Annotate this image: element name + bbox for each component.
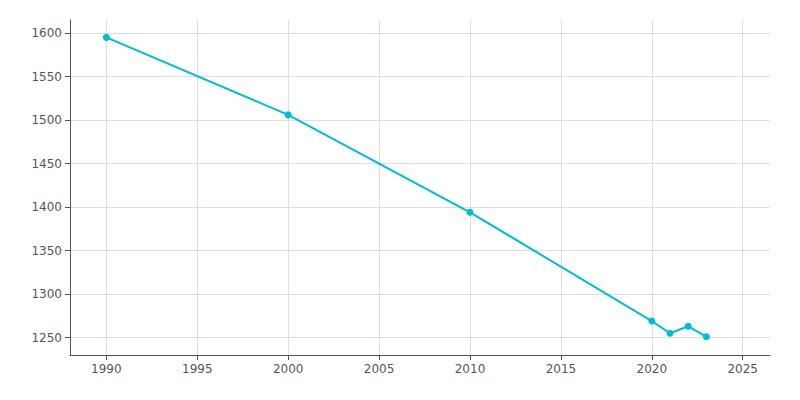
svg-text:2025: 2025 xyxy=(727,362,758,376)
svg-text:2010: 2010 xyxy=(455,362,486,376)
svg-text:1500: 1500 xyxy=(31,113,62,127)
svg-text:1250: 1250 xyxy=(31,331,62,345)
svg-text:2020: 2020 xyxy=(637,362,668,376)
svg-text:2015: 2015 xyxy=(546,362,577,376)
svg-text:1990: 1990 xyxy=(91,362,122,376)
svg-text:1550: 1550 xyxy=(31,70,62,84)
svg-text:1450: 1450 xyxy=(31,157,62,171)
svg-text:2005: 2005 xyxy=(364,362,395,376)
svg-text:1600: 1600 xyxy=(31,26,62,40)
svg-text:1300: 1300 xyxy=(31,287,62,301)
svg-text:1350: 1350 xyxy=(31,244,62,258)
svg-text:1400: 1400 xyxy=(31,200,62,214)
svg-text:1995: 1995 xyxy=(182,362,213,376)
svg-text:2000: 2000 xyxy=(273,362,304,376)
